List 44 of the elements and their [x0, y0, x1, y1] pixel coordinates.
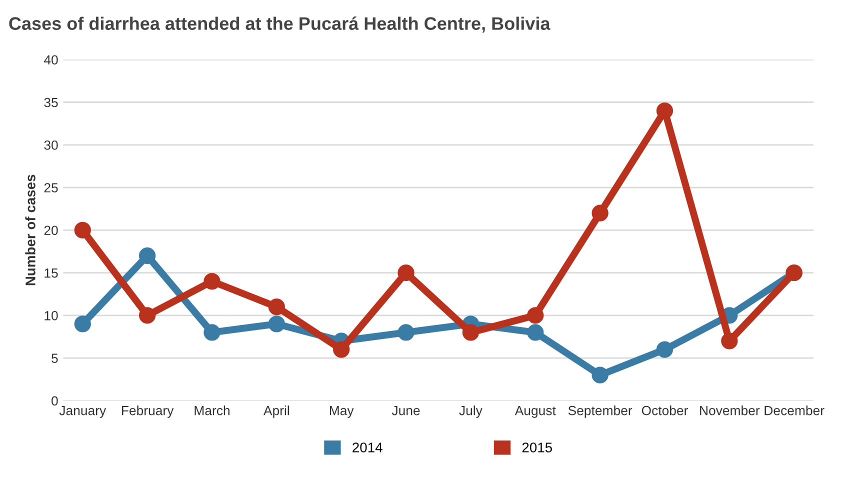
- y-tick-label: 15: [44, 268, 58, 278]
- x-tick-label: February: [122, 406, 174, 418]
- x-tick-label: December: [764, 406, 824, 416]
- y-tick-label: 30: [44, 140, 58, 150]
- x-tick-label: May: [330, 406, 354, 418]
- x-tick-label: August: [514, 406, 556, 418]
- y-tick-label: 25: [44, 183, 58, 192]
- point: [592, 204, 608, 222]
- point: [74, 316, 91, 332]
- y-tick-label: 10: [44, 310, 58, 320]
- point: [138, 247, 156, 264]
- point: [268, 298, 285, 316]
- y-tick-label: 0: [52, 396, 58, 406]
- point: [268, 316, 285, 332]
- y-tick-label: 5: [52, 354, 58, 363]
- point: [656, 341, 674, 358]
- x-tick-label: September: [568, 406, 632, 418]
- point: [204, 324, 220, 341]
- y-tick-label: 40: [44, 55, 58, 65]
- point: [138, 307, 156, 324]
- x-tick-label: January: [59, 406, 106, 418]
- y-axis-title: Number of cases: [25, 174, 36, 286]
- point: [74, 222, 91, 238]
- x-tick-label: April: [263, 406, 289, 418]
- legend-label: 2015: [522, 442, 552, 452]
- point: [333, 341, 350, 358]
- y-tick-label: 20: [44, 226, 58, 236]
- point: [656, 102, 674, 120]
- point: [398, 324, 414, 341]
- chart-title: Cases of diarrhea attended at the Pucará Health Centre, Bolivia: [9, 16, 550, 33]
- point: [462, 324, 480, 341]
- x-tick-label: July: [459, 406, 482, 418]
- x-tick-label: March: [194, 406, 230, 416]
- x-tick-label: November: [700, 406, 760, 416]
- legend-label: 2014: [352, 442, 382, 452]
- point: [204, 272, 220, 290]
- x-tick-label: June: [392, 406, 420, 416]
- point: [721, 332, 738, 350]
- x-tick-label: October: [642, 406, 688, 416]
- point: [527, 324, 544, 341]
- point: [592, 366, 608, 384]
- point: [527, 307, 544, 324]
- point: [398, 264, 414, 282]
- y-tick-label: 35: [44, 98, 58, 108]
